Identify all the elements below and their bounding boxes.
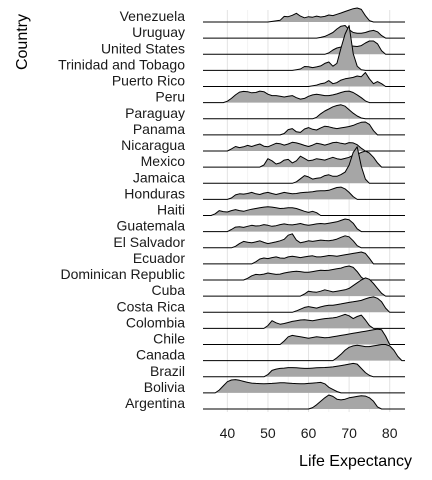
country-label: Peru bbox=[155, 89, 185, 105]
country-label: Brazil bbox=[150, 363, 185, 379]
country-label: Ecuador bbox=[133, 250, 185, 266]
country-label: Haiti bbox=[157, 202, 185, 218]
ridge-area-peru bbox=[223, 91, 369, 103]
country-label: Mexico bbox=[141, 153, 186, 169]
country-label: Paraguay bbox=[125, 105, 185, 121]
x-tick-label: 40 bbox=[220, 425, 236, 441]
ridge-area-costa-rica bbox=[292, 297, 389, 312]
ridge-line-paraguay bbox=[203, 105, 405, 119]
x-tick-labels: 40 50 60 70 80 bbox=[220, 425, 398, 441]
ridge-area-brazil bbox=[264, 363, 374, 376]
ridge-area-dominican-republic bbox=[244, 266, 366, 280]
ridges bbox=[203, 8, 405, 409]
country-label: Cuba bbox=[152, 282, 186, 298]
x-tick-label: 50 bbox=[260, 425, 276, 441]
country-label: Bolivia bbox=[144, 379, 185, 395]
x-tick-label: 60 bbox=[301, 425, 317, 441]
ridge-area-el-salvador bbox=[231, 234, 361, 248]
country-label: El Salvador bbox=[113, 234, 185, 250]
ridge-area-paraguay bbox=[313, 105, 366, 119]
country-label: Trinidad and Tobago bbox=[58, 56, 185, 72]
country-label: Costa Rica bbox=[117, 298, 186, 314]
x-tick-label: 80 bbox=[382, 425, 398, 441]
ridge-area-venezuela bbox=[268, 8, 374, 22]
y-axis-title: Country bbox=[14, 14, 31, 70]
country-label: Panama bbox=[133, 121, 185, 137]
country-label: Puerto Rico bbox=[112, 73, 185, 89]
country-label: Uruguay bbox=[132, 24, 185, 40]
x-axis-title: Life Expectancy bbox=[299, 453, 412, 470]
x-tick-label: 70 bbox=[341, 425, 357, 441]
country-label: Colombia bbox=[126, 314, 185, 330]
ridge-area-bolivia bbox=[215, 380, 341, 393]
country-label: Honduras bbox=[124, 185, 185, 201]
country-label: Guatemala bbox=[117, 218, 186, 234]
country-label: Nicaragua bbox=[121, 137, 185, 153]
ridge-area-cuba bbox=[300, 278, 385, 296]
country-label: United States bbox=[101, 40, 185, 56]
country-label: Chile bbox=[153, 331, 185, 347]
country-label: Dominican Republic bbox=[60, 266, 185, 282]
country-label: Venezuela bbox=[120, 8, 186, 24]
country-label: Argentina bbox=[125, 395, 185, 411]
country-label: Canada bbox=[136, 347, 185, 363]
country-label: Jamaica bbox=[133, 169, 185, 185]
